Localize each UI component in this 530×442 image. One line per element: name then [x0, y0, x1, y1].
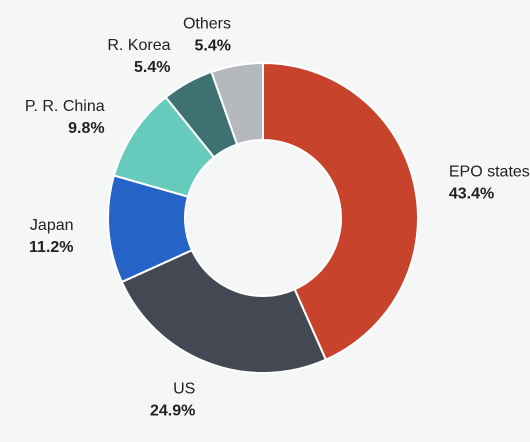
labels-layer: EPO states 43.4% US 24.9% Japan 11.2% P. R. Ch… [25, 16, 530, 420]
value-us: 24.9% [150, 403, 195, 420]
value-others: 5.4% [194, 38, 230, 55]
label-others: Others [183, 16, 231, 33]
value-japan: 11.2% [29, 239, 73, 256]
slice-us[interactable] [120, 248, 328, 374]
label-epo-states: EPO states [449, 164, 530, 181]
label-p-r-china: P. R. China [25, 98, 105, 115]
label-r-korea: R. Korea [107, 37, 170, 54]
slice-epo-states[interactable] [262, 61, 419, 362]
label-japan: Japan [30, 217, 74, 234]
value-r-korea: 5.4% [134, 59, 170, 76]
value-epo-states: 43.4% [449, 186, 494, 203]
slices-layer [107, 61, 419, 374]
value-p-r-china: 9.8% [68, 120, 104, 137]
label-us: US [173, 381, 195, 398]
slice-others[interactable] [210, 61, 264, 146]
